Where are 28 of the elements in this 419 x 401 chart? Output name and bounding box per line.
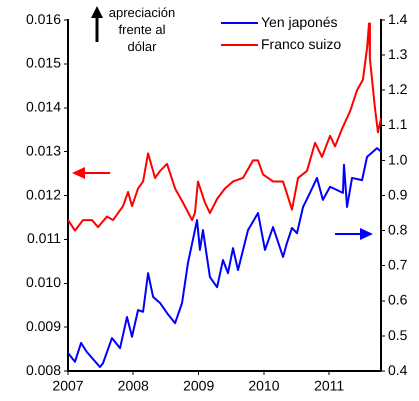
y-tick-label: 0.009 bbox=[26, 318, 62, 334]
legend-label: Franco suizo bbox=[261, 36, 342, 52]
y-tick-label: 0.016 bbox=[26, 10, 62, 27]
y-tick-label: 0.015 bbox=[26, 54, 62, 71]
y2-tick-label: 0.7 bbox=[388, 256, 408, 273]
y2-tick-label: 1.2 bbox=[388, 81, 408, 98]
x-tick-label: 2009 bbox=[183, 377, 214, 394]
annotation: apreciación frente al dólar bbox=[108, 4, 176, 55]
y2-tick-label: 1.3 bbox=[388, 46, 408, 62]
y2-tick-label: 0.8 bbox=[388, 221, 408, 238]
y-tick-label: 0.008 bbox=[26, 362, 62, 378]
y2-tick-label: 0.6 bbox=[388, 292, 408, 308]
y2-tick-label: 0.4 bbox=[388, 362, 408, 378]
y2-tick-label: 1.0 bbox=[388, 151, 408, 168]
y2-tick-label: 1.4 bbox=[388, 10, 408, 27]
x-tick-label: 2011 bbox=[314, 377, 344, 394]
x-tick-label: 2010 bbox=[248, 377, 280, 394]
x-tick-label: 2008 bbox=[118, 377, 150, 394]
y-tick-label: 0.013 bbox=[26, 142, 62, 158]
y2-tick-label: 1.1 bbox=[388, 116, 408, 132]
y-tick-label: 0.011 bbox=[27, 230, 62, 246]
legend-label: Yen japonés bbox=[261, 14, 338, 30]
x-tick-label: 2007 bbox=[52, 377, 84, 394]
y-tick-label: 0.014 bbox=[26, 98, 62, 115]
y2-tick-label: 0.5 bbox=[388, 326, 408, 343]
y-tick-label: 0.012 bbox=[26, 186, 62, 202]
y-tick-label: 0.010 bbox=[26, 274, 62, 290]
y2-tick-label: 0.9 bbox=[388, 186, 408, 202]
